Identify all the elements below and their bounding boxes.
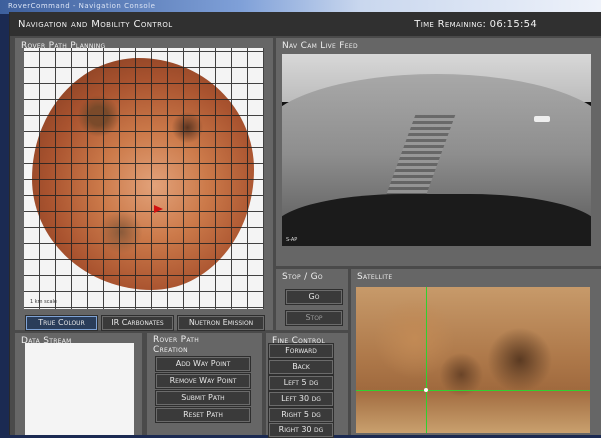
add-way-point-button[interactable]: Add Way Point bbox=[155, 356, 251, 372]
desktop-title: RoverCommand - Navigation Console bbox=[8, 2, 156, 10]
right-30-button[interactable]: Right 30 dg bbox=[268, 422, 334, 438]
feed-rover-body bbox=[282, 194, 591, 246]
submit-path-button[interactable]: Submit Path bbox=[155, 390, 251, 406]
back-button[interactable]: Back bbox=[268, 359, 334, 375]
data-stream-output bbox=[25, 343, 134, 435]
satellite-crosshair-horizontal bbox=[356, 390, 590, 391]
navcam-feed: S-AP bbox=[282, 54, 591, 246]
rover-position-marker-icon bbox=[154, 205, 163, 213]
reset-path-button[interactable]: Reset Path bbox=[155, 407, 251, 423]
left-5-button[interactable]: Left 5 dg bbox=[268, 375, 334, 391]
go-button[interactable]: Go bbox=[285, 289, 343, 305]
neutron-emission-button[interactable]: Nuetron Emission bbox=[177, 315, 265, 331]
path-creation-title-line1: Rover Path bbox=[153, 335, 200, 345]
forward-button[interactable]: Forward bbox=[268, 343, 334, 359]
path-planning-map[interactable]: 1 km scale bbox=[24, 48, 264, 309]
satellite-map[interactable] bbox=[356, 287, 590, 433]
time-remaining: Time Remaining: 06:15:54 bbox=[414, 19, 537, 30]
path-planning-title: Rover Path Planning bbox=[21, 41, 106, 51]
feed-label: S-AP bbox=[286, 237, 298, 243]
true-colour-button[interactable]: True Colour bbox=[25, 315, 98, 331]
map-grid bbox=[24, 48, 264, 309]
right-5-button[interactable]: Right 5 dg bbox=[268, 407, 334, 423]
stopgo-title: Stop / Go bbox=[282, 272, 323, 282]
left-30-button[interactable]: Left 30 dg bbox=[268, 391, 334, 407]
app-header: Navigation and Mobility Control Time Rem… bbox=[10, 12, 601, 36]
feed-rock bbox=[534, 116, 550, 122]
ir-carbonates-button[interactable]: IR Carbonates bbox=[101, 315, 174, 331]
stop-button[interactable]: Stop bbox=[285, 310, 343, 326]
data-stream-title: Data Stream bbox=[21, 336, 72, 346]
navigation-app: Navigation and Mobility Control Time Rem… bbox=[9, 12, 601, 438]
satellite-crosshair-vertical bbox=[426, 287, 427, 433]
desktop-titlebar: RoverCommand - Navigation Console bbox=[0, 0, 601, 14]
page-title: Navigation and Mobility Control bbox=[18, 19, 173, 30]
fine-control-title: Fine Control bbox=[272, 336, 326, 346]
satellite-title: Satellite bbox=[357, 272, 393, 282]
remove-way-point-button[interactable]: Remove Way Point bbox=[155, 373, 251, 389]
navcam-title: Nav Cam Live Feed bbox=[282, 41, 358, 51]
map-scale-label: 1 km scale bbox=[30, 299, 58, 305]
path-creation-title-line2: Creation bbox=[153, 345, 188, 355]
rover-location-dot bbox=[424, 388, 428, 392]
